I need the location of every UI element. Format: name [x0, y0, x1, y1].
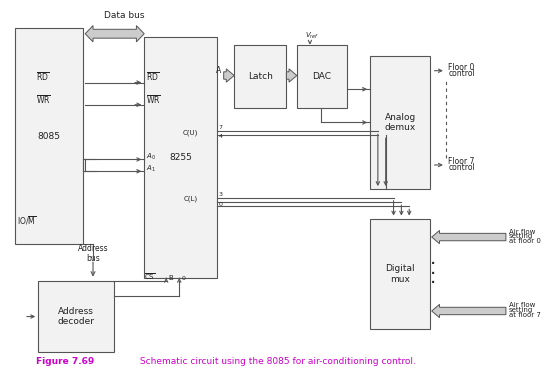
- Bar: [234, 45, 287, 108]
- Polygon shape: [432, 304, 506, 318]
- Text: setting: setting: [509, 307, 533, 313]
- Text: control: control: [448, 163, 475, 172]
- Text: C(L): C(L): [184, 196, 197, 202]
- Text: 0: 0: [182, 276, 186, 281]
- Text: Address
decoder: Address decoder: [58, 307, 95, 326]
- Bar: [38, 281, 114, 352]
- Text: $A_1$: $A_1$: [146, 164, 156, 174]
- Polygon shape: [432, 231, 506, 244]
- Text: B: B: [168, 275, 173, 281]
- Text: Schematic circuit using the 8085 for air-conditioning control.: Schematic circuit using the 8085 for air…: [138, 358, 416, 366]
- Text: Air flow: Air flow: [509, 229, 535, 234]
- Text: ·: ·: [430, 265, 436, 284]
- Text: Address
bus: Address bus: [78, 244, 109, 263]
- Text: 7: 7: [219, 125, 222, 130]
- Text: A: A: [216, 65, 221, 74]
- Text: 8255: 8255: [169, 153, 192, 162]
- Text: Floor 7: Floor 7: [448, 157, 475, 166]
- Text: at floor 7: at floor 7: [509, 313, 540, 318]
- Text: Data bus: Data bus: [104, 11, 145, 20]
- Polygon shape: [287, 69, 297, 82]
- Bar: [297, 45, 346, 108]
- Text: Floor 0: Floor 0: [448, 62, 475, 71]
- Text: setting: setting: [509, 233, 533, 239]
- Text: Digital
mux: Digital mux: [385, 264, 415, 284]
- Text: 4: 4: [219, 134, 222, 139]
- Polygon shape: [85, 26, 144, 42]
- Text: ·: ·: [430, 274, 436, 293]
- Text: $\overline{\rm WR}$: $\overline{\rm WR}$: [36, 94, 50, 106]
- Text: Latch: Latch: [248, 72, 273, 81]
- Text: Analog
demux: Analog demux: [385, 113, 416, 132]
- Text: 8085: 8085: [37, 132, 60, 141]
- Bar: [15, 28, 83, 245]
- Text: C(U): C(U): [182, 129, 197, 136]
- Polygon shape: [224, 69, 234, 82]
- Text: $\overline{\rm RD}$: $\overline{\rm RD}$: [146, 72, 159, 84]
- Bar: [144, 37, 218, 278]
- Text: 3: 3: [219, 192, 222, 197]
- Text: $\overline{\rm WR}$: $\overline{\rm WR}$: [146, 94, 161, 106]
- Text: $\overline{\rm RD}$: $\overline{\rm RD}$: [36, 72, 49, 84]
- Text: $\overline{\rm CS}$: $\overline{\rm CS}$: [144, 272, 155, 282]
- Text: at floor 0: at floor 0: [509, 239, 540, 245]
- Bar: [370, 56, 430, 189]
- Text: IO/$\overline{\rm M}$: IO/$\overline{\rm M}$: [17, 214, 37, 227]
- Text: $V_{ref}$: $V_{ref}$: [305, 31, 319, 41]
- Text: $A_0$: $A_0$: [146, 152, 156, 162]
- Text: ·: ·: [430, 255, 436, 274]
- Text: DAC: DAC: [312, 72, 331, 81]
- Text: control: control: [448, 69, 475, 78]
- Text: Air flow: Air flow: [509, 302, 535, 308]
- Bar: [370, 218, 430, 330]
- Text: Figure 7.69: Figure 7.69: [36, 358, 94, 366]
- Text: 0: 0: [219, 201, 222, 207]
